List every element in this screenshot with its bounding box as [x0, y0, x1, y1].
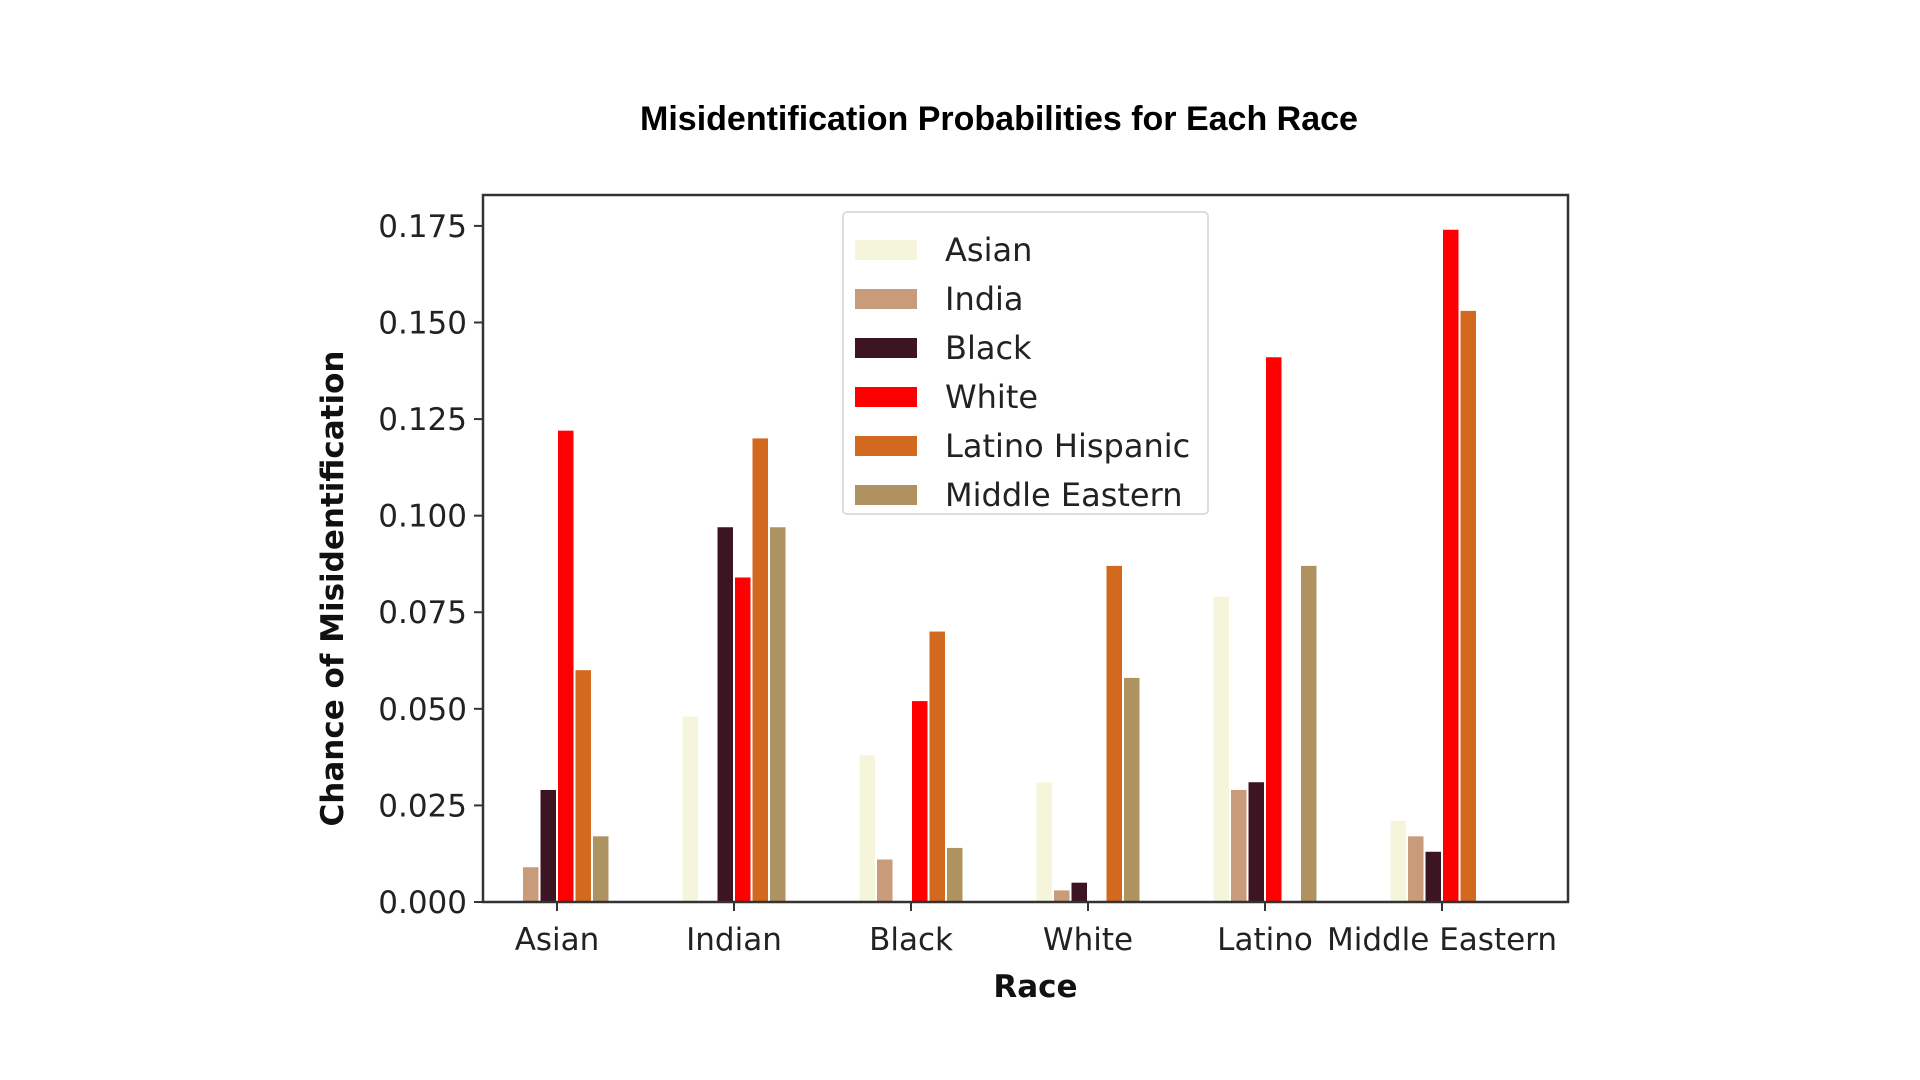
- x-tick-label: Black: [869, 922, 953, 958]
- legend-swatch: [855, 387, 917, 407]
- legend-box: [842, 211, 1209, 515]
- y-axis: 0.000 0.025 0.050 0.075 0.100 0.125 0.150 0.175: [378, 209, 483, 921]
- x-tick-label: White: [1043, 922, 1133, 958]
- bar-white-indian: [735, 577, 751, 902]
- y-tick-label: 0.025: [378, 788, 467, 824]
- bar-asian-black: [859, 755, 875, 902]
- x-axis: Asian Indian Black White Latino Middle Easter…: [515, 902, 1557, 958]
- bar-black-middle-eastern: [1425, 851, 1441, 902]
- bar-black-white: [1071, 882, 1087, 902]
- bar-white-black: [912, 701, 928, 902]
- legend-label: Middle Eastern: [945, 476, 1182, 514]
- y-tick-label: 0.100: [378, 499, 467, 535]
- bar-latino-hispanic-black: [929, 631, 945, 902]
- bar-india-latino: [1231, 789, 1247, 902]
- bar-latino-hispanic-indian: [752, 438, 768, 902]
- legend-swatch: [855, 289, 917, 309]
- bar-india-white: [1054, 890, 1070, 902]
- bar-india-black: [877, 859, 893, 902]
- bar-latino-hispanic-middle-eastern: [1460, 310, 1476, 903]
- legend-label: Latino Hispanic: [945, 427, 1190, 465]
- x-tick-label: Indian: [686, 922, 782, 958]
- x-tick-label: Latino: [1217, 922, 1313, 958]
- legend-swatch: [855, 338, 917, 358]
- legend-swatch: [855, 240, 917, 260]
- legend-label: Black: [945, 329, 1032, 367]
- bar-asian-indian: [682, 716, 698, 902]
- bar-black-asian: [540, 789, 556, 902]
- bar-black-indian: [717, 527, 733, 902]
- chart-title: Misidentification Probabilities for Each…: [640, 100, 1358, 138]
- y-tick-label: 0.000: [378, 885, 467, 921]
- legend-swatch: [855, 485, 917, 505]
- y-tick-label: 0.125: [378, 402, 467, 438]
- legend-label: White: [945, 378, 1038, 416]
- bars-group: [523, 229, 1476, 903]
- bar-black-latino: [1248, 782, 1264, 902]
- bar-middle-eastern-indian: [770, 527, 786, 902]
- legend-label: India: [945, 280, 1024, 318]
- bar-india-middle-eastern: [1408, 836, 1424, 902]
- y-tick-label: 0.075: [378, 595, 467, 631]
- bar-middle-eastern-asian: [593, 836, 609, 902]
- x-axis-label: Race: [993, 969, 1077, 1005]
- bar-asian-middle-eastern: [1390, 820, 1406, 902]
- bar-middle-eastern-black: [947, 847, 963, 902]
- legend-label: Asian: [945, 231, 1032, 269]
- bar-asian-white: [1036, 782, 1052, 902]
- y-tick-label: 0.150: [378, 305, 467, 341]
- y-tick-label: 0.050: [378, 692, 467, 728]
- bar-asian-latino: [1213, 596, 1229, 902]
- x-tick-label: Asian: [515, 922, 600, 958]
- y-axis-label: Chance of Misidentification: [315, 351, 351, 827]
- bar-middle-eastern-white: [1124, 677, 1140, 902]
- bar-white-latino: [1266, 357, 1282, 902]
- x-tick-label: Middle Eastern: [1327, 922, 1557, 958]
- bar-white-asian: [558, 430, 574, 902]
- y-tick-label: 0.175: [378, 209, 467, 245]
- legend: Asian India Black White Latino Hispanic Middl…: [842, 211, 1209, 515]
- bar-white-middle-eastern: [1443, 229, 1459, 902]
- bar-latino-hispanic-white: [1106, 565, 1122, 902]
- legend-swatch: [855, 436, 917, 456]
- bar-india-asian: [523, 867, 539, 902]
- bar-middle-eastern-latino: [1301, 565, 1317, 902]
- bar-latino-hispanic-asian: [575, 670, 591, 902]
- plot-frame: [481, 193, 1570, 904]
